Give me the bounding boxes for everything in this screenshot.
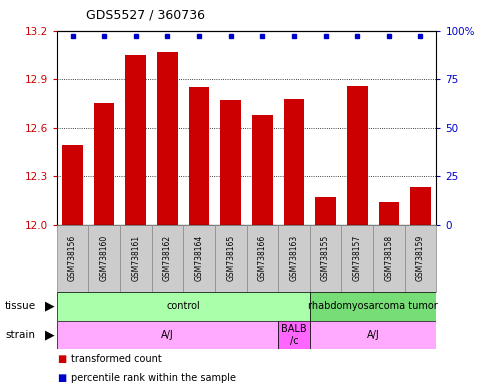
Bar [94, 103, 114, 225]
Bar [373, 225, 405, 292]
Text: GSM738164: GSM738164 [195, 235, 204, 281]
Text: ■: ■ [57, 354, 66, 364]
Text: GSM738155: GSM738155 [321, 235, 330, 281]
Text: GSM738159: GSM738159 [416, 235, 425, 281]
Bar [278, 225, 310, 292]
Text: percentile rank within the sample: percentile rank within the sample [71, 373, 237, 384]
Bar [410, 187, 431, 225]
Text: A/J: A/J [367, 330, 380, 340]
Bar [316, 197, 336, 225]
Bar [57, 292, 310, 321]
Bar [183, 225, 215, 292]
Text: GSM738156: GSM738156 [68, 235, 77, 281]
Bar [220, 100, 241, 225]
Text: GSM738162: GSM738162 [163, 235, 172, 281]
Bar [278, 321, 310, 349]
Bar [246, 225, 278, 292]
Bar [57, 225, 88, 292]
Text: transformed count: transformed count [71, 354, 162, 364]
Text: GSM738165: GSM738165 [226, 235, 235, 281]
Bar [283, 99, 304, 225]
Text: GDS5527 / 360736: GDS5527 / 360736 [86, 8, 205, 21]
Bar [157, 52, 177, 225]
Bar [57, 321, 278, 349]
Bar [189, 87, 210, 225]
Bar [252, 115, 273, 225]
Bar [215, 225, 246, 292]
Text: strain: strain [5, 330, 35, 340]
Text: ▶: ▶ [44, 300, 54, 313]
Text: GSM738160: GSM738160 [100, 235, 108, 281]
Text: A/J: A/J [161, 330, 174, 340]
Bar [310, 225, 341, 292]
Text: tissue: tissue [5, 301, 36, 311]
Bar [347, 86, 367, 225]
Bar [310, 321, 436, 349]
Bar [62, 146, 83, 225]
Text: rhabdomyosarcoma tumor: rhabdomyosarcoma tumor [308, 301, 438, 311]
Bar [341, 225, 373, 292]
Bar [88, 225, 120, 292]
Bar [126, 55, 146, 225]
Text: GSM738166: GSM738166 [258, 235, 267, 281]
Bar [379, 202, 399, 225]
Bar [405, 225, 436, 292]
Text: BALB
/c: BALB /c [281, 324, 307, 346]
Text: control: control [166, 301, 200, 311]
Text: GSM738157: GSM738157 [352, 235, 362, 281]
Bar [152, 225, 183, 292]
Bar [120, 225, 152, 292]
Text: GSM738158: GSM738158 [385, 235, 393, 281]
Text: ■: ■ [57, 373, 66, 384]
Text: ▶: ▶ [44, 329, 54, 341]
Text: GSM738161: GSM738161 [131, 235, 141, 281]
Text: GSM738163: GSM738163 [289, 235, 298, 281]
Bar [310, 292, 436, 321]
